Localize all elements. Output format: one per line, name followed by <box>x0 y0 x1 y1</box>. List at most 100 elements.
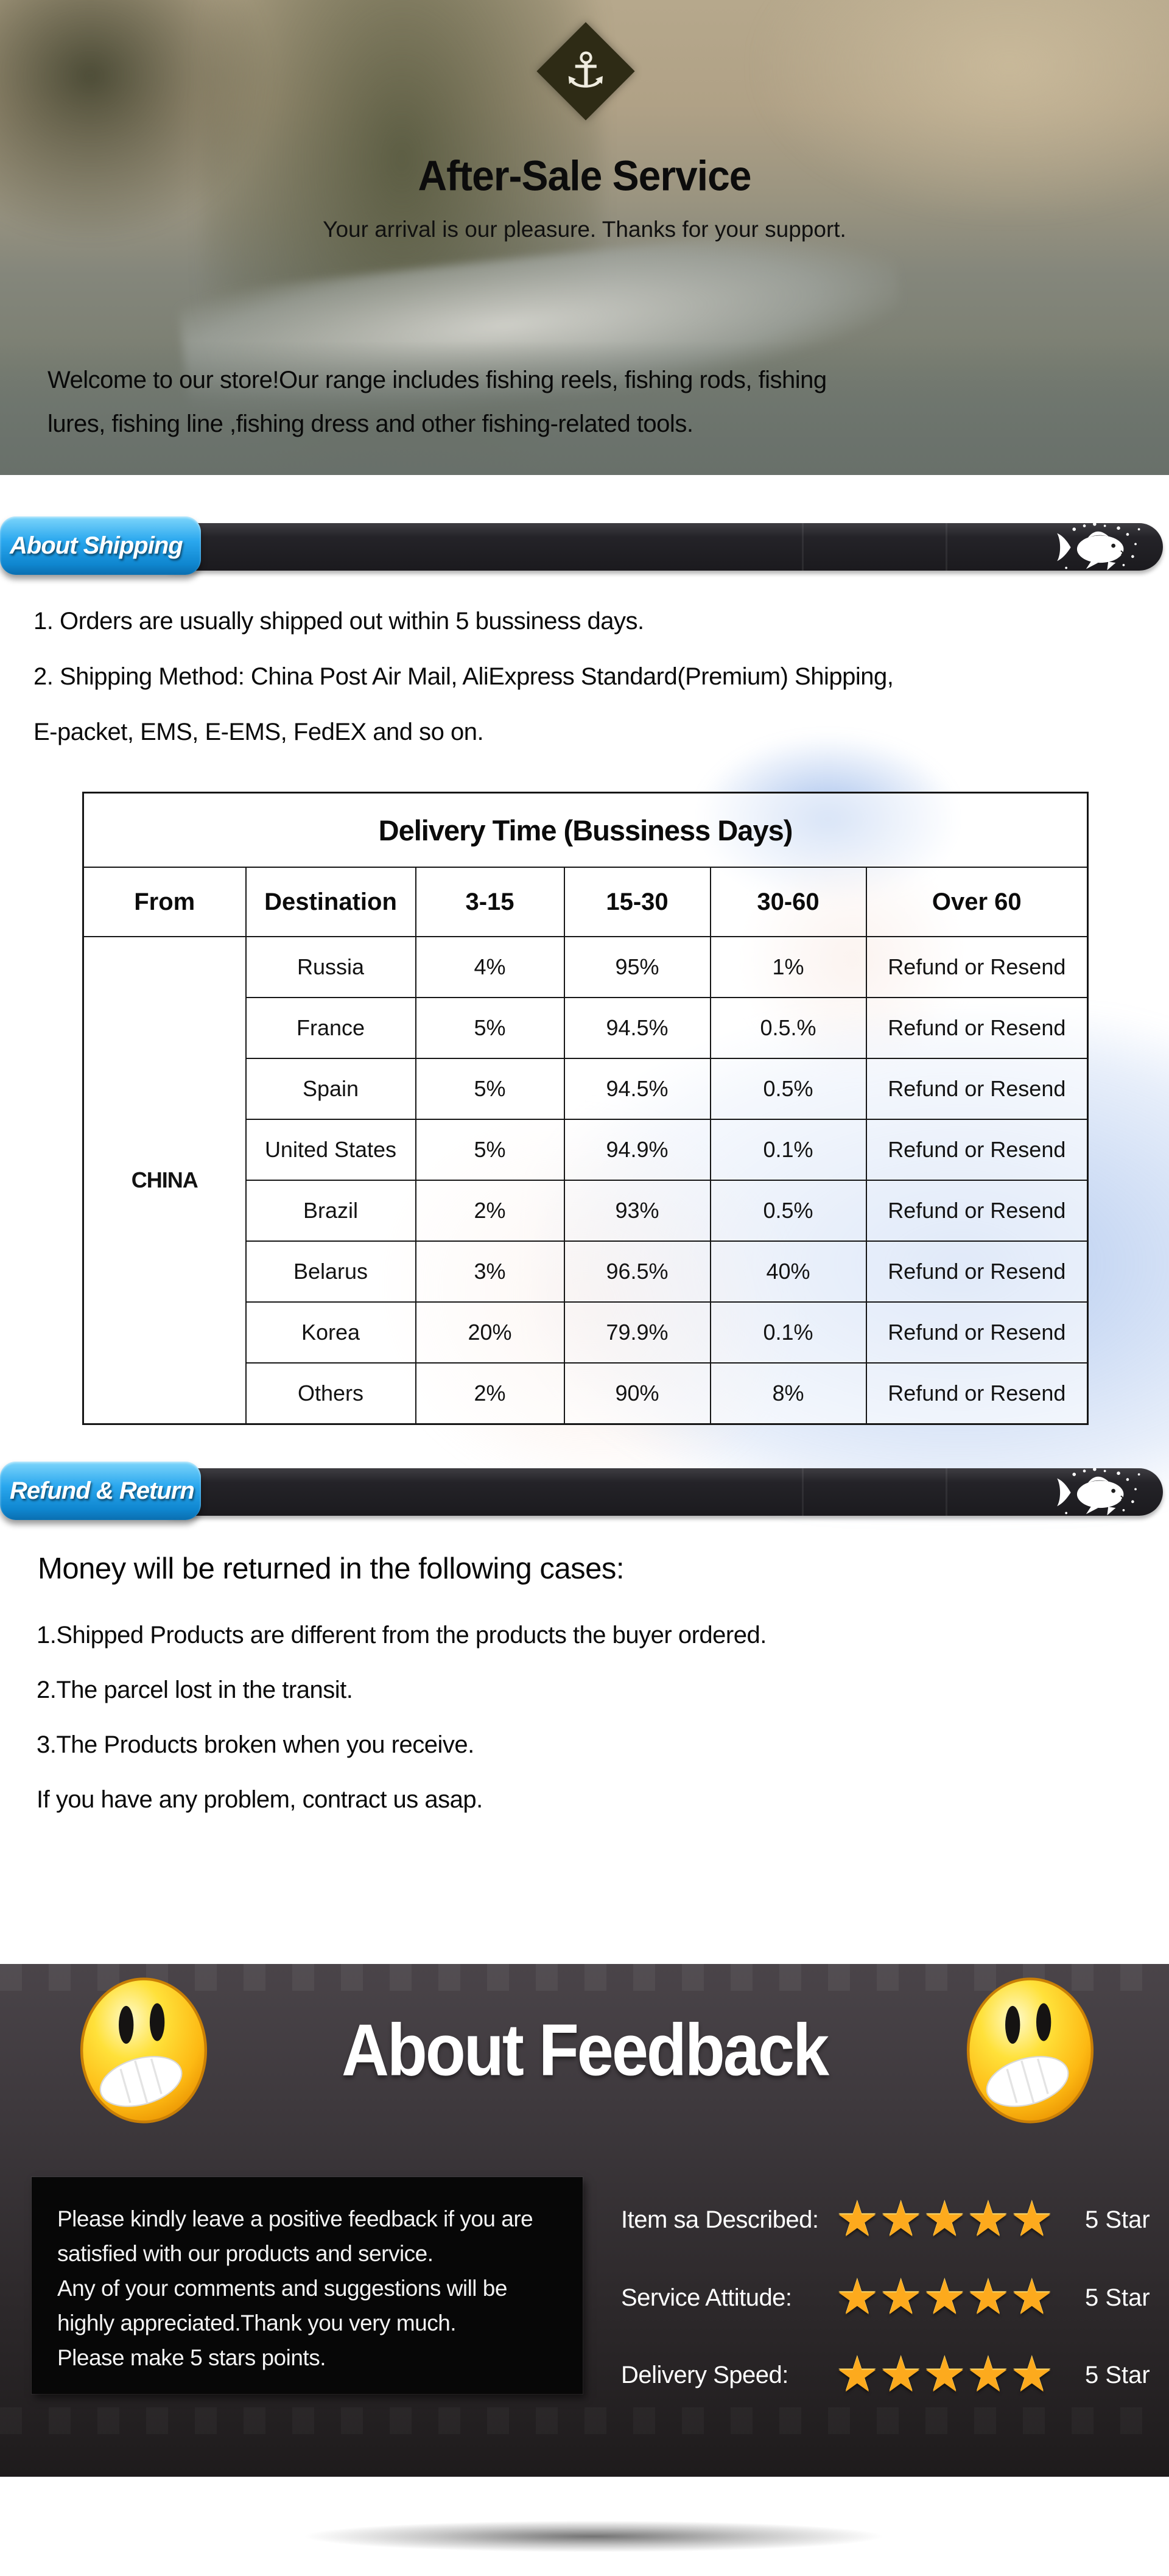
value-cell: 8% <box>709 1362 867 1425</box>
banner-seam <box>946 523 947 571</box>
delivery-table-section: Delivery Time (Bussiness Days) From Dest… <box>0 728 1169 1568</box>
shipping-banner: About Shipping <box>0 516 1169 577</box>
shipping-note: E-packet, EMS, E-EMS, FedEX and so on. <box>33 719 484 745</box>
destination-cell: Brazil <box>245 1180 416 1242</box>
destination-cell: France <box>245 997 416 1059</box>
star-rating: ★ ★ ★ ★ ★ <box>835 2270 1068 2324</box>
texture-strip <box>0 2407 1169 2434</box>
feedback-note-line: Any of your comments and suggestions wil… <box>57 2276 507 2301</box>
refund-banner-pill: Refund & Return <box>0 1462 201 1520</box>
refund-banner: Refund & Return <box>0 1462 1169 1522</box>
value-cell: 3% <box>415 1240 565 1303</box>
value-cell: 95% <box>563 936 711 998</box>
star-icon: ★ <box>879 2270 923 2324</box>
texture-strip <box>0 1964 1169 1991</box>
shipping-note: 2. Shipping Method: China Post Air Mail,… <box>33 663 894 690</box>
value-cell: 2% <box>415 1362 565 1425</box>
refund-cases: 1.Shipped Products are different from th… <box>37 1608 767 1827</box>
origin-cell: CHINA <box>82 936 247 1425</box>
value-cell: Refund or Resend <box>865 997 1089 1059</box>
value-cell: 4% <box>415 936 565 998</box>
table-row: Brazil 2% 93% 0.5% Refund or Resend <box>83 1180 1089 1242</box>
value-cell: 0.5% <box>709 1180 867 1242</box>
rating-row: Item sa Described: ★ ★ ★ ★ ★ 5 Star <box>621 2189 1157 2250</box>
table-header-row: From Destination 3-15 15-30 30-60 Over 6… <box>82 867 1089 937</box>
table-row: Spain 5% 94.5% 0.5% Refund or Resend <box>83 1058 1089 1120</box>
rating-row: Delivery Speed: ★ ★ ★ ★ ★ 5 Star <box>621 2345 1157 2405</box>
table-row: Korea 20% 79.9% 0.1% Refund or Resend <box>83 1301 1089 1364</box>
star-icon: ★ <box>966 2348 1010 2402</box>
welcome-line: lures, fishing line ,fishing dress and o… <box>47 410 693 437</box>
banner-bar <box>152 523 1163 571</box>
column-header: Over 60 <box>865 867 1089 937</box>
banner-seam <box>802 523 804 571</box>
star-icon: ★ <box>835 2348 879 2402</box>
value-cell: 5% <box>415 1119 565 1181</box>
value-cell: 5% <box>415 1058 565 1120</box>
banner-bar <box>152 1468 1163 1516</box>
refund-case: 2.The parcel lost in the transit. <box>37 1676 353 1703</box>
star-icon: ★ <box>879 2192 923 2247</box>
value-cell: 94.5% <box>563 997 711 1059</box>
value-cell: Refund or Resend <box>865 1119 1089 1181</box>
welcome-text: Welcome to our store!Our range includes … <box>47 358 827 446</box>
rating-value: 5 Star <box>1085 2206 1150 2233</box>
refund-heading: Money will be returned in the following … <box>38 1552 624 1585</box>
refund-banner-label: Refund & Return <box>10 1477 195 1504</box>
star-icon: ★ <box>1009 2192 1054 2247</box>
column-header: From <box>82 867 247 937</box>
value-cell: 40% <box>709 1240 867 1303</box>
feedback-section: About Feedback Please kindly leave a pos… <box>0 1964 1169 2477</box>
refund-case: If you have any problem, contract us asa… <box>37 1786 483 1813</box>
star-icon: ★ <box>879 2348 923 2402</box>
star-icon: ★ <box>966 2192 1010 2247</box>
value-cell: 5% <box>415 997 565 1059</box>
star-icon: ★ <box>922 2192 967 2247</box>
value-cell: 94.5% <box>563 1058 711 1120</box>
anchor-icon: ⚓ <box>564 43 608 97</box>
shipping-banner-pill: About Shipping <box>0 516 201 575</box>
destination-cell: Others <box>245 1362 416 1425</box>
value-cell: 90% <box>563 1362 711 1425</box>
delivery-table: Delivery Time (Bussiness Days) From Dest… <box>82 792 1089 1425</box>
destination-cell: United States <box>245 1119 416 1181</box>
value-cell: 93% <box>563 1180 711 1242</box>
value-cell: Refund or Resend <box>865 1240 1089 1303</box>
table-title: Delivery Time (Bussiness Days) <box>82 792 1089 868</box>
value-cell: 2% <box>415 1180 565 1242</box>
rating-value: 5 Star <box>1085 2284 1150 2311</box>
feedback-note-line: Please make 5 stars points. <box>57 2345 326 2370</box>
star-icon: ★ <box>966 2270 1010 2324</box>
fish-icon <box>1051 521 1152 572</box>
star-icon: ★ <box>835 2270 879 2324</box>
feedback-note-line: Please kindly leave a positive feedback … <box>57 2206 533 2231</box>
star-icon: ★ <box>1009 2348 1054 2402</box>
star-icon: ★ <box>922 2348 967 2402</box>
feedback-note-line: highly appreciated.Thank you very much. <box>57 2310 457 2335</box>
feedback-note-line: satisfied with our products and service. <box>57 2241 434 2266</box>
table-row: France 5% 94.5% 0.5.% Refund or Resend <box>83 997 1089 1059</box>
trees-photo-blob <box>0 0 274 244</box>
column-header: 30-60 <box>709 867 867 937</box>
fish-icon <box>1051 1466 1152 1518</box>
feedback-note-box: Please kindly leave a positive feedback … <box>32 2177 583 2394</box>
rating-label: Item sa Described: <box>621 2206 819 2233</box>
star-rating: ★ ★ ★ ★ ★ <box>835 2192 1068 2247</box>
refund-case: 3.The Products broken when you receive. <box>37 1731 474 1758</box>
shipping-notes: 1. Orders are usually shipped out within… <box>33 594 894 760</box>
banner-seam <box>802 1468 804 1516</box>
table-row: CHINA Russia 4% 95% 1% Refund or Resend <box>82 936 1089 1425</box>
table-title-row: Delivery Time (Bussiness Days) <box>82 792 1089 868</box>
destination-cell: Korea <box>245 1301 416 1364</box>
refund-case: 1.Shipped Products are different from th… <box>37 1621 767 1649</box>
destination-cell: Belarus <box>245 1240 416 1303</box>
table-row: United States 5% 94.9% 0.1% Refund or Re… <box>83 1119 1089 1181</box>
banner-seam <box>946 1468 947 1516</box>
value-cell: 20% <box>415 1301 565 1364</box>
star-rating: ★ ★ ★ ★ ★ <box>835 2348 1068 2402</box>
rating-row: Service Attitude: ★ ★ ★ ★ ★ 5 Star <box>621 2267 1157 2328</box>
rating-label: Delivery Speed: <box>621 2361 788 2388</box>
destination-cell: Spain <box>245 1058 416 1120</box>
page-subtitle: Your arrival is our pleasure. Thanks for… <box>323 217 846 242</box>
value-cell: 96.5% <box>563 1240 711 1303</box>
